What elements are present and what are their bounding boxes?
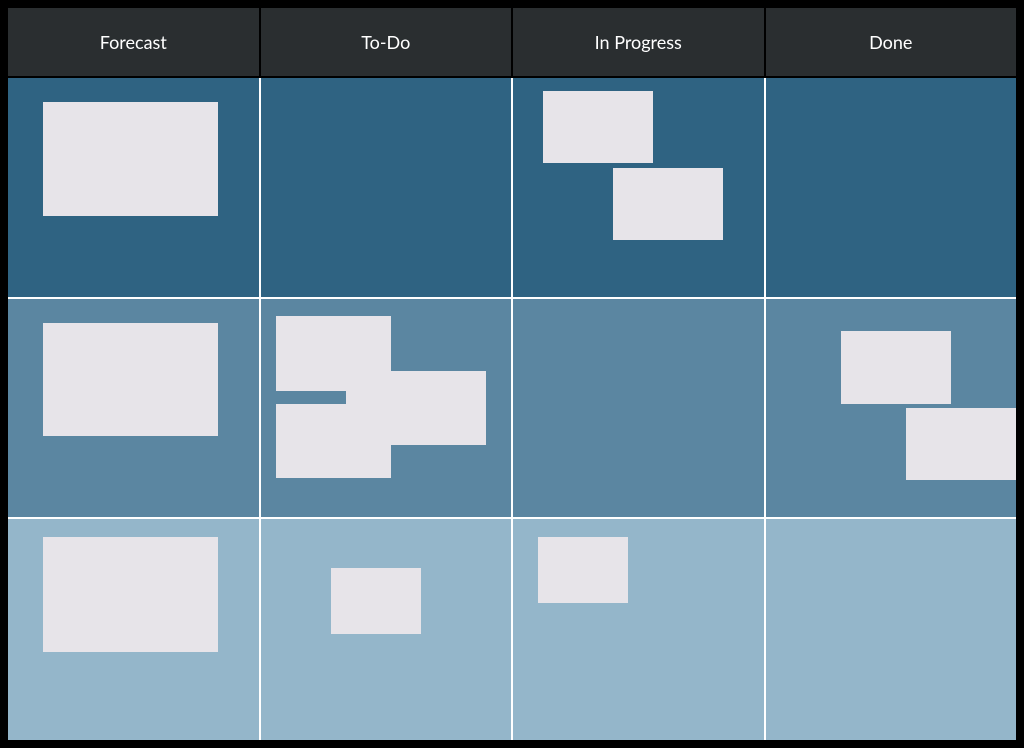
cell-row-3-done[interactable] (766, 519, 1017, 740)
column-header-done: Done (766, 8, 1017, 78)
cell-row-2-todo[interactable] (261, 299, 514, 520)
card[interactable] (276, 404, 391, 478)
cell-row-3-todo[interactable] (261, 519, 514, 740)
cell-row-1-done[interactable] (766, 78, 1017, 299)
column-header-label: Forecast (100, 31, 167, 53)
card[interactable] (543, 91, 653, 163)
column-header-label: Done (869, 31, 912, 53)
column-header-inprogress: In Progress (513, 8, 766, 78)
cell-row-1-inprogress[interactable] (513, 78, 766, 299)
cell-row-1-todo[interactable] (261, 78, 514, 299)
cell-row-3-inprogress[interactable] (513, 519, 766, 740)
card[interactable] (841, 331, 951, 403)
header-row: Forecast To-Do In Progress Done (8, 8, 1016, 78)
column-header-label: To-Do (361, 31, 410, 53)
column-header-label: In Progress (595, 31, 682, 53)
kanban-board: Forecast To-Do In Progress Done (0, 0, 1024, 748)
card[interactable] (43, 102, 218, 216)
cell-row-1-forecast[interactable] (8, 78, 261, 299)
cell-row-2-forecast[interactable] (8, 299, 261, 520)
card[interactable] (613, 168, 723, 240)
card[interactable] (331, 568, 421, 634)
card[interactable] (43, 323, 218, 437)
swimlane-row-1 (8, 78, 1016, 299)
column-header-forecast: Forecast (8, 8, 261, 78)
cell-row-2-done[interactable] (766, 299, 1017, 520)
swimlane-row-3 (8, 519, 1016, 740)
cell-row-2-inprogress[interactable] (513, 299, 766, 520)
card[interactable] (906, 408, 1016, 480)
card[interactable] (43, 537, 218, 652)
column-header-todo: To-Do (261, 8, 514, 78)
swimlane-row-2 (8, 299, 1016, 520)
cell-row-3-forecast[interactable] (8, 519, 261, 740)
card[interactable] (538, 537, 628, 603)
